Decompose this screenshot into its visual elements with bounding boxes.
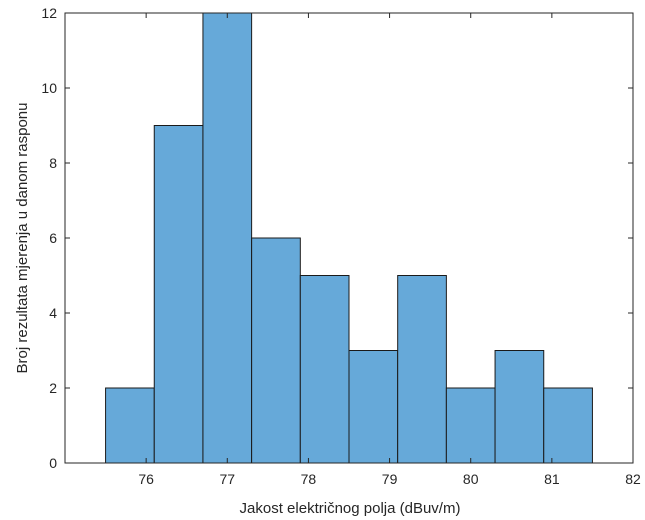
histogram-bar-9 [494,350,545,464]
x-tick-label: 78 [301,471,317,487]
histogram-bar-7 [397,275,447,464]
histogram-bar-1 [105,387,155,464]
histogram-bar-8 [445,387,496,464]
x-tick-label: 79 [382,471,398,487]
y-tick-label: 10 [41,80,57,96]
histogram-bar-10 [543,387,593,464]
y-tick-label: 6 [49,230,57,246]
x-axis-label: Jakost električnog polja (dBuv/m) [240,500,461,517]
y-tick-label: 2 [49,380,57,396]
histogram-bar-2 [153,125,204,464]
histogram-bar-4 [251,237,301,464]
y-tick-label: 12 [41,5,57,21]
y-tick-label: 0 [49,455,57,471]
y-tick-label: 4 [49,305,57,321]
x-tick-label: 80 [463,471,479,487]
histogram-bar-3 [202,12,253,464]
axis-ticks: 76 77 78 79 80 81 82 0 2 4 6 8 10 12 [41,5,641,487]
x-tick-label: 82 [625,471,641,487]
x-tick-label: 77 [219,471,235,487]
x-tick-label: 76 [138,471,154,487]
x-tick-label: 81 [544,471,560,487]
histogram-bar-6 [348,350,399,464]
y-tick-label: 8 [49,155,57,171]
histogram-bars [105,12,593,464]
histogram-bar-5 [299,275,350,464]
y-axis-label: Broj rezultata mjerenja u danom rasponu [14,103,31,374]
